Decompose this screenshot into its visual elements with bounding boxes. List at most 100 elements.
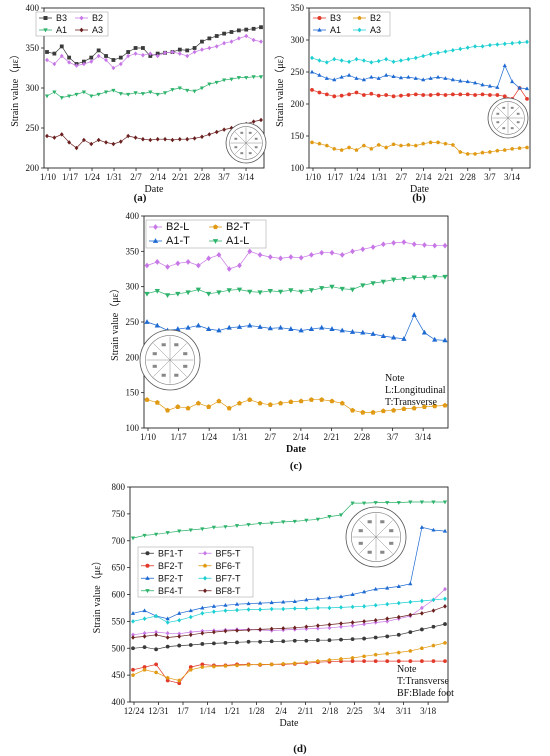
x-tick-label: 2/25: [347, 706, 364, 716]
data-point: [510, 146, 515, 151]
y-tick-label: 400: [126, 211, 140, 221]
chart-panel-b: 100 150 200 250 300 350 1/10 1/17 1/24 1/31 2/7 2/1…: [274, 3, 531, 204]
x-tick-label: 1/24: [349, 172, 366, 182]
data-point: [369, 60, 374, 65]
data-point: [165, 635, 170, 640]
data-point: [207, 45, 212, 51]
data-point: [360, 329, 366, 335]
y-tick-label: 100: [126, 423, 140, 433]
data-point: [385, 619, 390, 624]
y-tick-label: 250: [26, 123, 40, 133]
data-point: [396, 614, 401, 620]
data-point: [443, 640, 447, 645]
y-tick-label: 250: [291, 67, 305, 77]
data-point: [488, 93, 492, 97]
data-point: [315, 626, 320, 631]
data-point: [354, 147, 359, 152]
data-point: [269, 600, 274, 605]
data-point: [236, 28, 241, 33]
data-point: [391, 94, 396, 99]
data-point: [339, 327, 345, 333]
series-a1: [44, 75, 264, 100]
data-point: [216, 251, 222, 258]
series-bf2-t: [130, 525, 448, 621]
data-point: [277, 324, 284, 330]
data-point: [442, 402, 448, 408]
data-point: [223, 628, 228, 634]
data-point: [391, 239, 397, 246]
data-point: [431, 643, 436, 648]
data-point: [350, 620, 355, 625]
data-point: [155, 92, 160, 97]
data-point: [211, 664, 216, 669]
data-point: [373, 586, 378, 591]
legend-entry: A3: [92, 25, 103, 35]
data-point: [419, 627, 424, 632]
data-point: [244, 27, 249, 32]
x-tick-label: 1/17: [62, 172, 79, 182]
data-point: [247, 289, 253, 295]
data-point: [304, 660, 309, 664]
note-line: Note: [385, 373, 405, 384]
legend-marker: [145, 563, 150, 568]
data-point: [480, 150, 485, 155]
data-point: [247, 248, 253, 255]
data-point: [165, 630, 170, 636]
data-point: [269, 606, 274, 612]
y-tick-label: 350: [291, 3, 305, 13]
data-point: [281, 599, 286, 604]
data-point: [277, 289, 284, 295]
data-point: [310, 55, 314, 61]
series-line: [132, 623, 446, 650]
data-point: [339, 656, 343, 661]
data-point: [332, 56, 337, 62]
data-point: [361, 77, 366, 82]
data-point: [200, 611, 205, 616]
x-tick-label: 2/4: [275, 706, 287, 716]
data-point: [442, 274, 448, 280]
data-point: [421, 77, 426, 82]
series-line: [132, 642, 446, 681]
data-point: [162, 91, 168, 96]
data-point: [288, 326, 294, 331]
data-point: [370, 244, 376, 250]
legend-marker: [43, 16, 48, 20]
data-point: [354, 56, 359, 62]
x-tick-label: 3/7: [387, 432, 399, 442]
y-tick-label: 100: [291, 163, 305, 173]
data-point: [385, 634, 390, 639]
data-point: [246, 662, 251, 667]
data-point: [111, 65, 116, 71]
data-point: [380, 408, 386, 414]
y-axis-label: Strain value（με）: [274, 49, 286, 127]
x-tick-label: 2/14: [293, 432, 310, 442]
data-point: [188, 632, 193, 638]
data-point: [376, 76, 381, 80]
x-tick-label: 2/14: [416, 172, 433, 182]
data-point: [214, 34, 219, 38]
data-point: [236, 324, 243, 329]
legend-entry: BF2-T: [158, 561, 184, 571]
legend-marker: [43, 28, 48, 33]
data-point: [442, 528, 448, 533]
data-point: [347, 59, 351, 65]
y-tick-label: 150: [126, 388, 140, 398]
data-point: [332, 94, 337, 99]
data-point: [458, 46, 463, 52]
data-point: [258, 662, 263, 667]
data-point: [206, 326, 212, 331]
data-point: [431, 527, 436, 532]
legend-entry: B2-T: [226, 221, 250, 233]
data-point: [226, 266, 232, 272]
data-point: [354, 76, 359, 80]
data-point: [211, 641, 216, 646]
data-point: [144, 262, 150, 269]
data-point: [267, 402, 273, 407]
data-point: [74, 63, 79, 68]
data-point: [236, 400, 242, 406]
data-point: [96, 48, 101, 53]
legend-marker: [145, 589, 150, 594]
data-point: [154, 647, 159, 652]
data-point: [154, 629, 159, 635]
data-point: [380, 279, 386, 285]
